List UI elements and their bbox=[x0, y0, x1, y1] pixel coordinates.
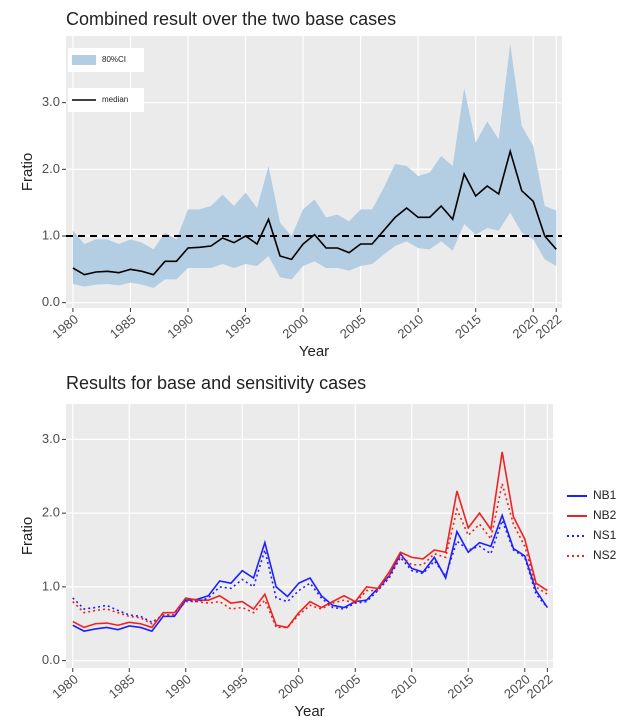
y-axis-label: Fratio bbox=[19, 153, 36, 191]
series-line bbox=[72, 148, 557, 276]
x-tick-label: 1980 bbox=[49, 311, 81, 341]
ci-band bbox=[72, 44, 557, 288]
legend-label: NS1 bbox=[593, 528, 617, 542]
x-axis-label: Year bbox=[299, 343, 329, 360]
legend-label: NS2 bbox=[593, 548, 617, 562]
series-line bbox=[72, 483, 548, 629]
x-tick-label: 1985 bbox=[107, 311, 139, 341]
legend-swatch bbox=[72, 55, 96, 65]
y-tick-label: 3.0 bbox=[42, 94, 60, 109]
y-tick-label: 2.0 bbox=[42, 161, 60, 176]
legend-label: NB2 bbox=[593, 508, 617, 522]
y-tick-label: 2.0 bbox=[42, 505, 60, 520]
x-tick-label: 2022 bbox=[533, 311, 565, 341]
x-tick-label: 1995 bbox=[219, 671, 251, 701]
y-tick-label: 1.0 bbox=[42, 227, 60, 242]
y-axis-label: Fratio bbox=[19, 517, 36, 555]
x-tick-label: 2015 bbox=[445, 671, 477, 701]
x-tick-label: 1995 bbox=[222, 311, 254, 341]
chart-title: Combined result over the two base cases bbox=[66, 9, 396, 29]
x-tick-label: 2022 bbox=[524, 671, 556, 701]
y-tick-label: 0.0 bbox=[42, 652, 60, 667]
series-line bbox=[72, 451, 548, 629]
legend-label: NB1 bbox=[593, 488, 617, 502]
x-tick-label: 2005 bbox=[332, 671, 364, 701]
x-tick-label: 2010 bbox=[394, 311, 426, 341]
x-tick-label: 2000 bbox=[275, 671, 307, 701]
x-tick-label: 2000 bbox=[279, 311, 311, 341]
x-tick-label: 2015 bbox=[452, 311, 484, 341]
y-tick-label: 3.0 bbox=[42, 431, 60, 446]
x-tick-label: 1990 bbox=[164, 311, 196, 341]
series-line bbox=[72, 512, 549, 633]
x-tick-label: 1990 bbox=[162, 671, 194, 701]
x-tick-label: 1985 bbox=[106, 671, 138, 701]
plot-panel bbox=[66, 404, 553, 668]
x-tick-label: 2010 bbox=[388, 671, 420, 701]
y-tick-label: 0.0 bbox=[42, 294, 60, 309]
legend-label: 80%CI bbox=[102, 55, 126, 64]
x-tick-label: 2005 bbox=[337, 311, 369, 341]
chart-title: Results for base and sensitivity cases bbox=[66, 373, 366, 393]
x-axis-label: Year bbox=[294, 703, 324, 720]
x-tick-label: 1980 bbox=[49, 671, 81, 701]
y-tick-label: 1.0 bbox=[42, 578, 60, 593]
legend-label: median bbox=[102, 95, 128, 104]
